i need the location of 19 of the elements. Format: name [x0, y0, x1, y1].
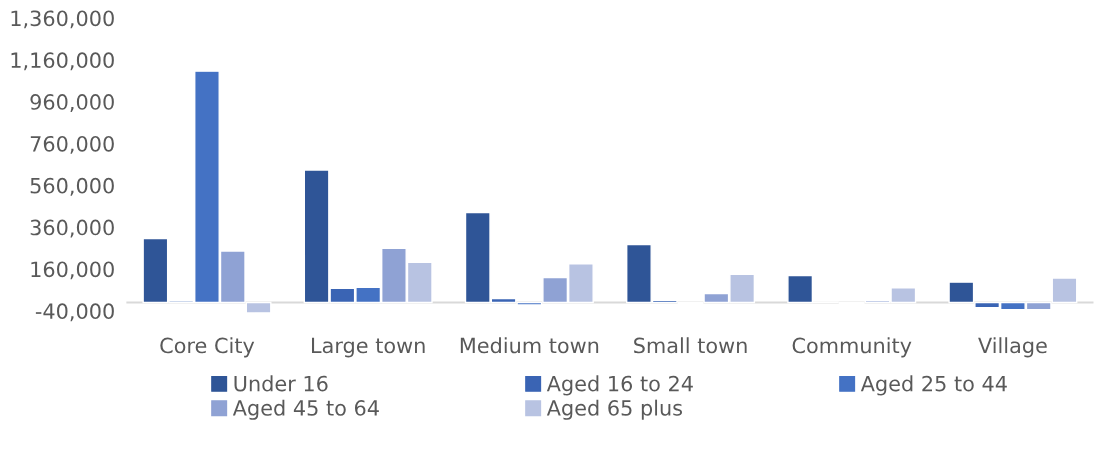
y-tick-label: -40,000: [35, 303, 114, 322]
legend-label: Aged 65 plus: [546, 399, 683, 420]
y-tick-label: 760,000: [30, 135, 114, 154]
x-tick-label: Medium town: [460, 337, 599, 354]
legend-label: Aged 25 to 44: [860, 375, 1007, 396]
x-tick-label: Village: [978, 337, 1047, 358]
y-tick-label: 560,000: [30, 177, 114, 196]
y-tick-label: 960,000: [30, 94, 114, 112]
x-tick-label: Community: [792, 337, 912, 358]
y-tick-label: 360,000: [30, 219, 114, 238]
legend-label: Aged 16 to 24: [546, 375, 693, 396]
legend-label: Aged 45 to 64: [232, 399, 379, 420]
legend-label: Under 16: [234, 375, 328, 392]
x-tick-label: Large town: [312, 337, 425, 358]
x-tick-label: Core City: [160, 337, 255, 358]
y-tick-label: 1,360,000: [11, 10, 114, 29]
y-tick-label: 1,160,000: [11, 52, 114, 71]
x-tick-label: Small town: [634, 337, 747, 354]
y-tick-label: 160,000: [31, 261, 114, 280]
